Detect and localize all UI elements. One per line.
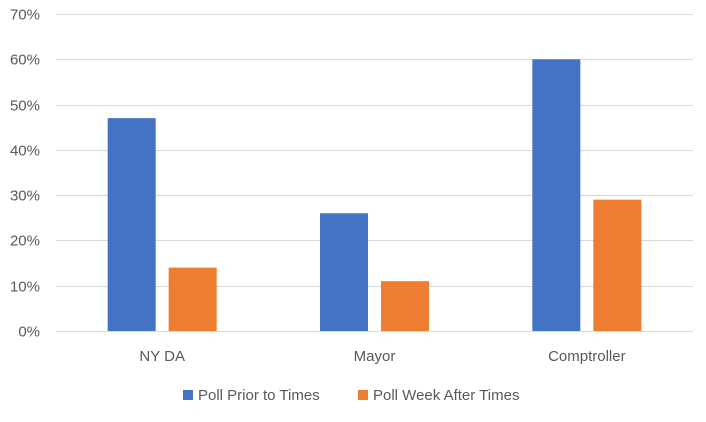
bar-poll-week-after-2: [593, 199, 642, 331]
x-category-label: Comptroller: [548, 348, 626, 365]
x-axis-category-labels: NY DA Mayor Comptroller: [139, 348, 625, 365]
bar-poll-prior-2: [532, 59, 581, 332]
y-axis-tick-labels: 0% 10% 20% 30% 40% 50% 60% 70%: [10, 7, 40, 341]
y-tick-label: 60%: [10, 52, 40, 69]
bar-poll-week-after-0: [168, 267, 217, 331]
legend-label: Poll Week After Times: [373, 387, 519, 404]
y-tick-label: 30%: [10, 188, 40, 205]
y-tick-label: 0%: [18, 324, 40, 341]
x-category-label: Mayor: [354, 348, 396, 365]
bar-poll-prior-1: [320, 213, 368, 331]
legend-swatch: [183, 390, 193, 400]
bar-poll-week-after-1: [381, 281, 429, 331]
y-tick-label: 20%: [10, 233, 40, 250]
bars: [107, 59, 642, 332]
y-tick-label: 10%: [10, 279, 40, 296]
legend-label: Poll Prior to Times: [198, 387, 320, 404]
y-tick-label: 50%: [10, 98, 40, 115]
y-tick-label: 70%: [10, 7, 40, 24]
y-tick-label: 40%: [10, 143, 40, 160]
bar-poll-prior-0: [107, 118, 156, 332]
x-category-label: NY DA: [139, 348, 185, 365]
legend-swatch: [358, 390, 368, 400]
gridlines: [56, 14, 693, 332]
legend: Poll Prior to Times Poll Week After Times: [183, 387, 519, 404]
